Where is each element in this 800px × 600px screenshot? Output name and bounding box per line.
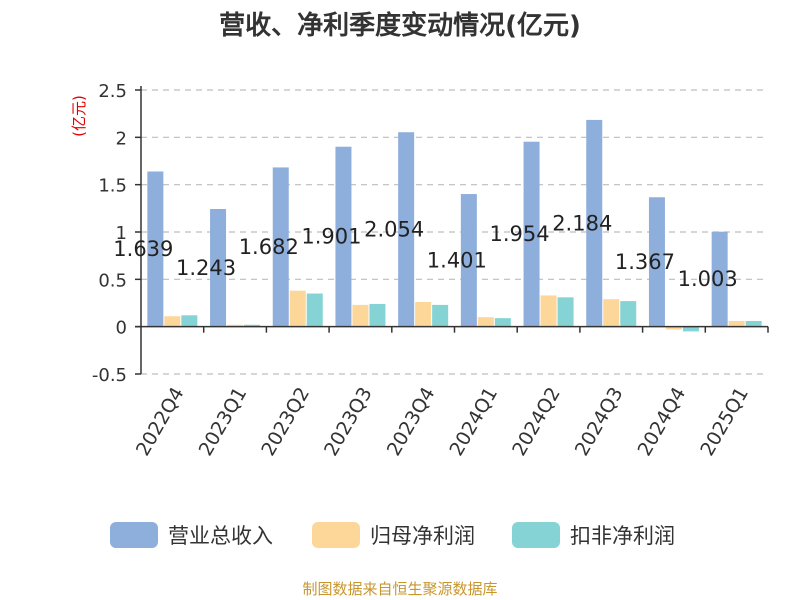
bar-营业总收入-2023Q4 xyxy=(398,132,415,327)
bars xyxy=(147,119,762,332)
bar-营业总收入-2022Q4 xyxy=(147,171,164,327)
bar-扣非净利润-2025Q1 xyxy=(745,320,762,327)
bar-扣非净利润-2023Q1 xyxy=(244,324,261,327)
data-label: 1.682 xyxy=(239,235,299,259)
y-tick-label: -0.5 xyxy=(92,365,127,386)
x-tick-label: 2022Q4 xyxy=(132,384,189,460)
bar-营业总收入-2025Q1 xyxy=(711,231,728,327)
x-tick-label: 2024Q4 xyxy=(634,384,691,460)
x-tick-label: 2023Q4 xyxy=(383,384,440,460)
bar-归母净利润-2024Q1 xyxy=(477,317,494,327)
bar-扣非净利润-2024Q2 xyxy=(557,297,574,327)
x-tick-label: 2024Q2 xyxy=(508,384,565,460)
x-axis-ticks: 2022Q4 2023Q1 2023Q2 2023Q3 2023Q4 2024Q1 2024… xyxy=(132,383,753,459)
bar-营业总收入-2024Q1 xyxy=(460,194,477,327)
y-axis-ticks: -0.5 0 0.5 1 1.5 2 2.5 xyxy=(92,81,141,386)
bar-归母净利润-2023Q3 xyxy=(352,304,369,327)
bar-营业总收入-2023Q1 xyxy=(210,208,227,327)
grid-lines xyxy=(141,89,768,375)
bar-营业总收入-2023Q2 xyxy=(272,167,289,327)
data-label: 1.901 xyxy=(301,225,361,249)
data-label: 2.184 xyxy=(552,211,612,235)
legend-label: 归母净利润 xyxy=(370,524,475,548)
bar-扣非净利润-2023Q3 xyxy=(369,303,386,327)
bar-营业总收入-2024Q3 xyxy=(586,119,603,327)
y-tick-label: 0 xyxy=(116,318,127,339)
data-label: 1.639 xyxy=(113,237,173,261)
data-label: 1.243 xyxy=(176,256,236,280)
y-tick-label: 2.5 xyxy=(98,81,127,102)
legend-label: 扣非净利润 xyxy=(570,524,675,548)
legend-swatch xyxy=(110,522,158,548)
bar-归母净利润-2025Q1 xyxy=(728,320,745,327)
bar-归母净利润-2023Q2 xyxy=(289,290,306,327)
bar-扣非净利润-2023Q4 xyxy=(432,304,449,327)
bar-归母净利润-2022Q4 xyxy=(164,316,181,327)
bar-扣非净利润-2024Q3 xyxy=(620,301,637,327)
bar-营业总收入-2024Q2 xyxy=(523,141,540,327)
y-tick-label: 2 xyxy=(116,128,127,149)
y-axis-unit: (亿元) xyxy=(70,95,88,137)
x-tick-label: 2024Q1 xyxy=(445,383,502,459)
bar-扣非净利润-2023Q2 xyxy=(306,293,323,327)
x-tick-label: 2023Q1 xyxy=(195,384,252,460)
x-tick-label: 2023Q3 xyxy=(320,384,377,460)
legend-label: 营业总收入 xyxy=(168,524,273,548)
bar-营业总收入-2024Q4 xyxy=(648,197,665,327)
data-label: 1.401 xyxy=(427,248,487,272)
x-tick-label: 2023Q2 xyxy=(257,384,314,460)
x-tick-label: 2024Q3 xyxy=(571,384,628,460)
bar-归母净利润-2024Q2 xyxy=(540,295,557,327)
data-label: 1.367 xyxy=(615,250,675,274)
legend-swatch xyxy=(312,522,360,548)
y-tick-label: 1 xyxy=(116,223,127,244)
bar-营业总收入-2023Q3 xyxy=(335,146,352,327)
axes xyxy=(135,86,769,374)
bar-归母净利润-2023Q1 xyxy=(227,324,244,327)
x-tick-label: 2025Q1 xyxy=(696,384,753,460)
legend-swatch xyxy=(512,522,560,548)
bar-归母净利润-2024Q3 xyxy=(603,299,620,327)
chart-title: 营收、净利季度变动情况(亿元) xyxy=(219,10,581,41)
data-label: 1.954 xyxy=(489,222,549,246)
data-label: 2.054 xyxy=(364,217,424,241)
bar-归母净利润-2023Q4 xyxy=(415,302,432,327)
bar-扣非净利润-2024Q4 xyxy=(682,326,699,332)
data-label: 1.003 xyxy=(678,267,738,291)
data-source: 制图数据来自恒生聚源数据库 xyxy=(302,580,497,598)
bar-归母净利润-2024Q4 xyxy=(665,326,682,330)
y-tick-label: 1.5 xyxy=(98,176,127,197)
bar-扣非净利润-2022Q4 xyxy=(181,315,198,327)
bar-扣非净利润-2024Q1 xyxy=(494,318,511,327)
y-tick-label: 0.5 xyxy=(98,270,127,291)
legend: 营业总收入 归母净利润 扣非净利润 xyxy=(110,522,675,548)
